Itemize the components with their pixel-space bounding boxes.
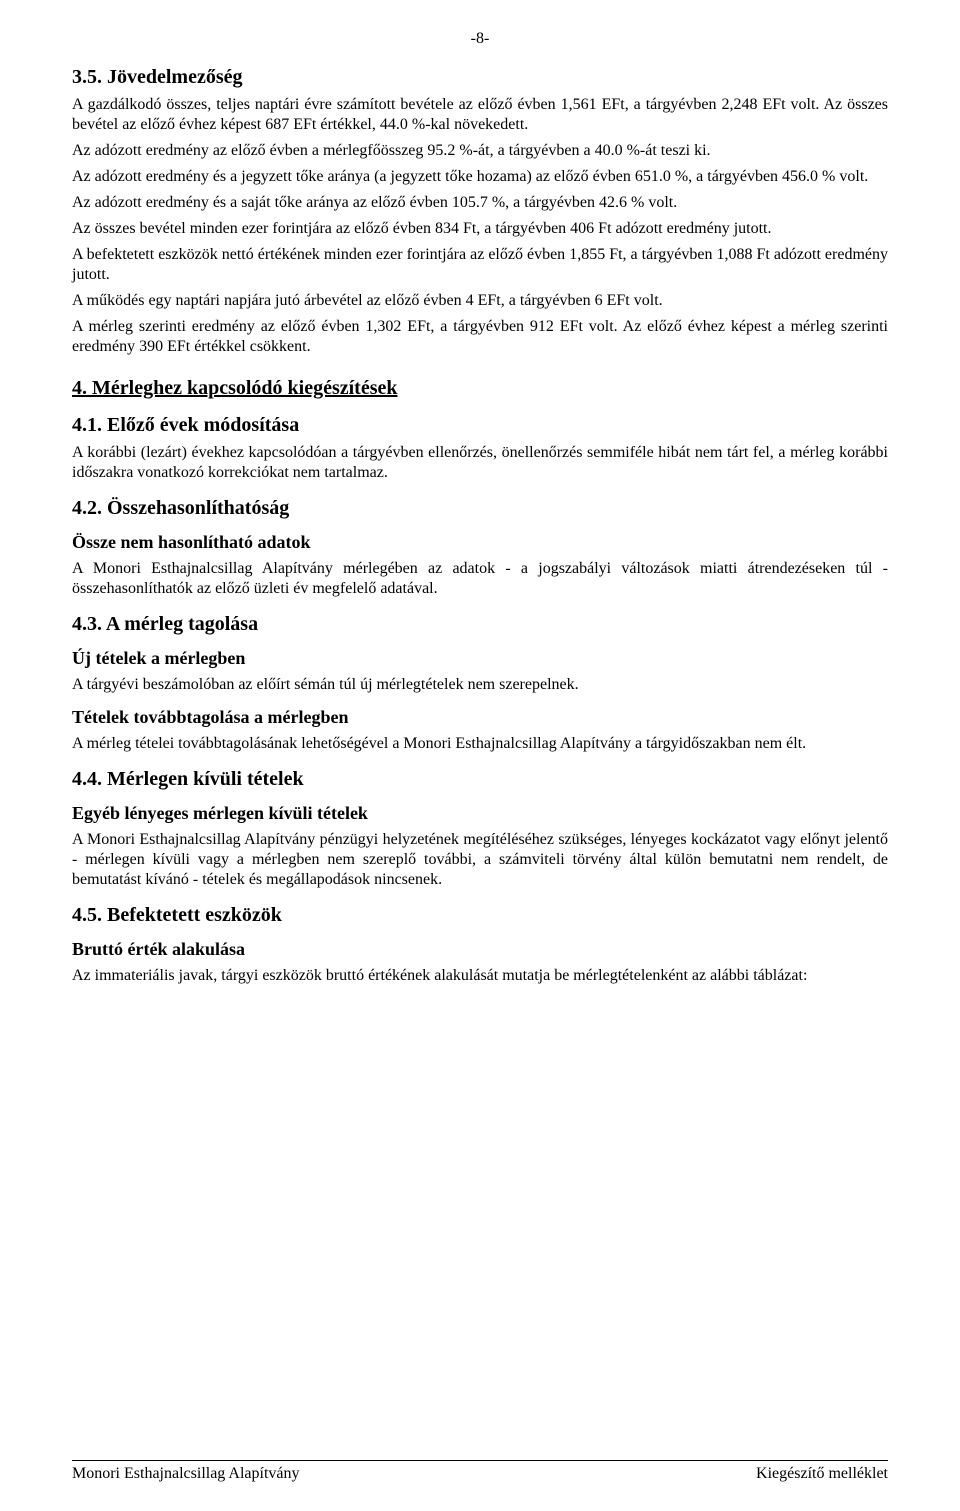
- subheading: Egyéb lényeges mérlegen kívüli tételek: [72, 803, 888, 824]
- heading-4-3: 4.3. A mérleg tagolása: [72, 613, 888, 636]
- paragraph: Az adózott eredmény és a saját tőke arán…: [72, 193, 888, 213]
- subheading: Tételek továbbtagolása a mérlegben: [72, 707, 888, 728]
- footer-right: Kiegészítő melléklet: [756, 1465, 888, 1483]
- paragraph: A befektetett eszközök nettó értékének m…: [72, 245, 888, 285]
- paragraph: Az immateriális javak, tárgyi eszközök b…: [72, 966, 888, 986]
- paragraph: A gazdálkodó összes, teljes naptári évre…: [72, 95, 888, 135]
- page-number: -8-: [72, 30, 888, 48]
- footer-divider: [72, 1460, 888, 1461]
- paragraph: A mérleg szerinti eredmény az előző évbe…: [72, 317, 888, 357]
- document-page: -8- 3.5. Jövedelmezőség A gazdálkodó öss…: [0, 0, 960, 1511]
- subheading: Össze nem hasonlítható adatok: [72, 532, 888, 553]
- paragraph: Az adózott eredmény az előző évben a mér…: [72, 141, 888, 161]
- paragraph: A korábbi (lezárt) évekhez kapcsolódóan …: [72, 443, 888, 483]
- footer-left: Monori Esthajnalcsillag Alapítvány: [72, 1465, 300, 1483]
- heading-4-4: 4.4. Mérlegen kívüli tételek: [72, 768, 888, 791]
- paragraph: Az összes bevétel minden ezer forintjára…: [72, 219, 888, 239]
- subheading: Bruttó érték alakulása: [72, 939, 888, 960]
- heading-3-5: 3.5. Jövedelmezőség: [72, 66, 888, 89]
- paragraph: A tárgyévi beszámolóban az előírt sémán …: [72, 675, 888, 695]
- heading-4: 4. Mérleghez kapcsolódó kiegészítések: [72, 377, 888, 400]
- heading-4-5: 4.5. Befektetett eszközök: [72, 904, 888, 927]
- subheading: Új tételek a mérlegben: [72, 648, 888, 669]
- heading-4-2: 4.2. Összehasonlíthatóság: [72, 497, 888, 520]
- paragraph: A mérleg tételei továbbtagolásának lehet…: [72, 734, 888, 754]
- heading-4-1: 4.1. Előző évek módosítása: [72, 414, 888, 437]
- paragraph: Az adózott eredmény és a jegyzett tőke a…: [72, 167, 888, 187]
- paragraph: A Monori Esthajnalcsillag Alapítvány pén…: [72, 830, 888, 890]
- page-footer: Monori Esthajnalcsillag Alapítvány Kiegé…: [72, 1460, 888, 1483]
- paragraph: A működés egy naptári napjára jutó árbev…: [72, 291, 888, 311]
- paragraph: A Monori Esthajnalcsillag Alapítvány mér…: [72, 559, 888, 599]
